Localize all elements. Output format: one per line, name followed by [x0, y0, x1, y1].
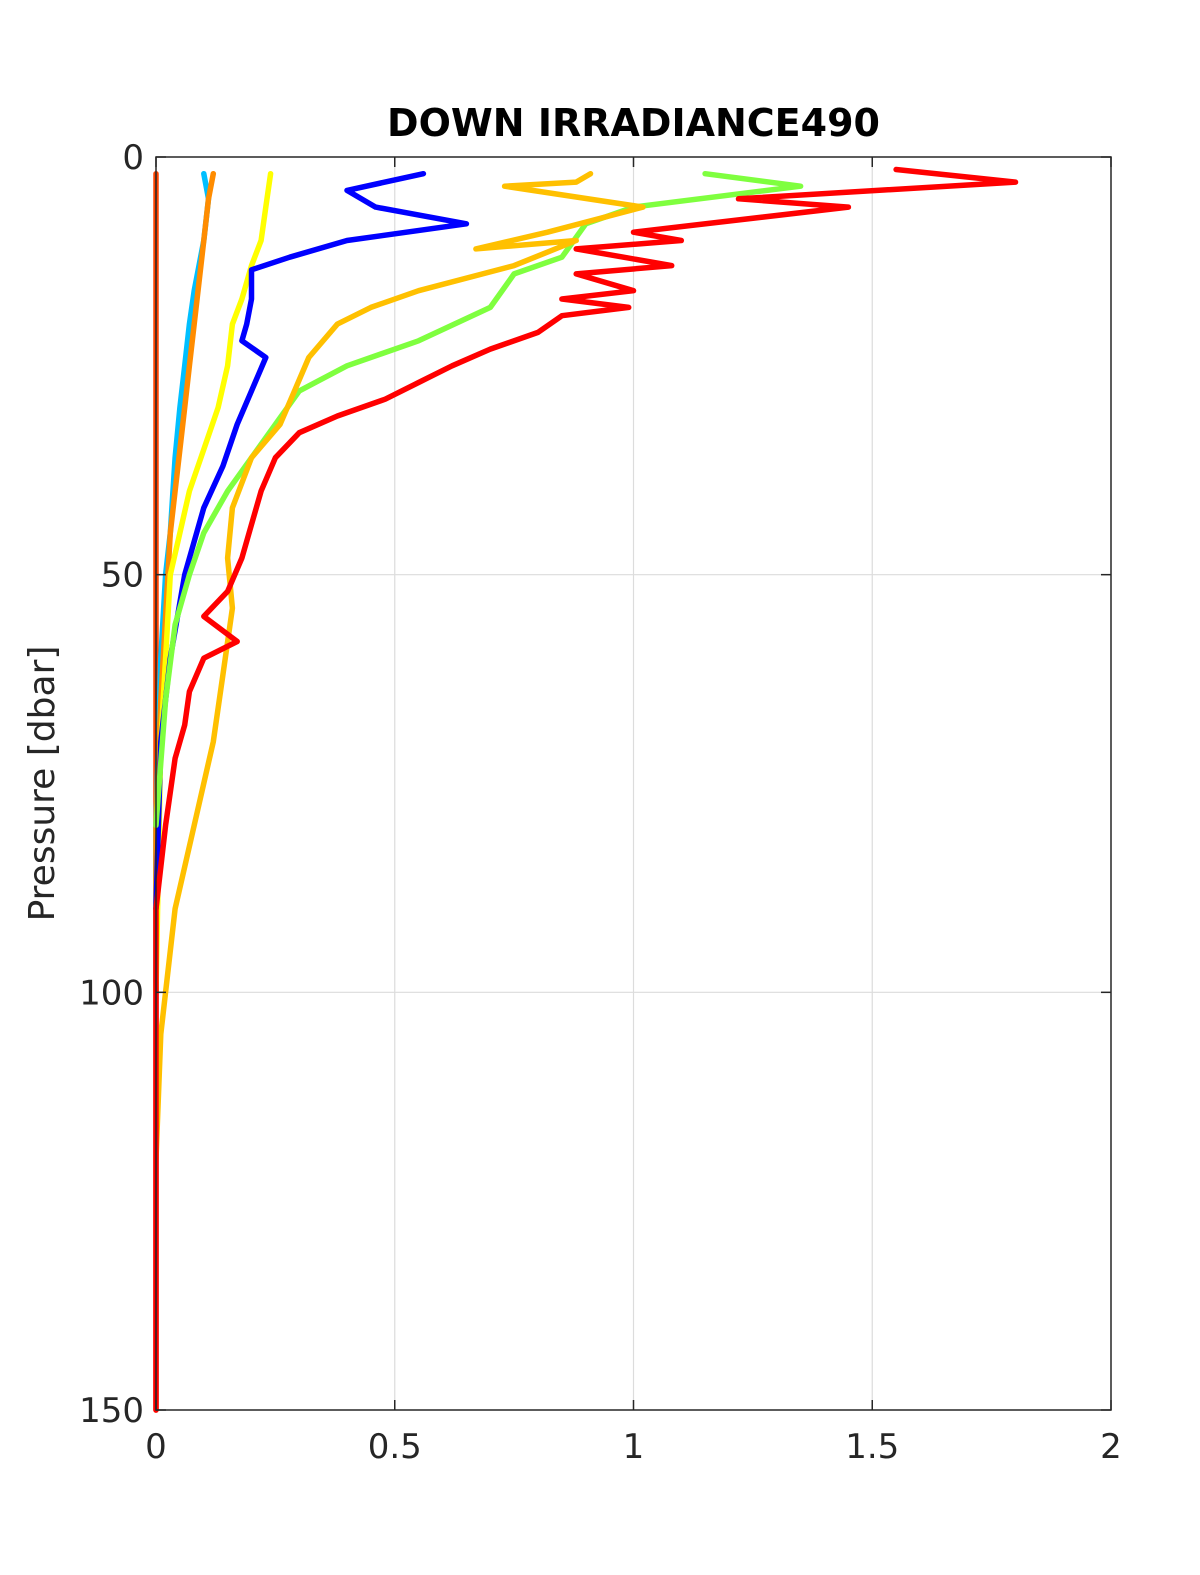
- x-tick-label: 0.5: [368, 1427, 422, 1467]
- y-tick-label: 50: [101, 556, 144, 596]
- x-tick-label: 1: [623, 1427, 645, 1467]
- y-tick-label: 0: [122, 138, 144, 178]
- y-tick-label: 150: [79, 1391, 144, 1431]
- series-line-7: [153, 170, 646, 1163]
- series-line-4: [153, 170, 274, 996]
- grid: [156, 157, 1111, 1410]
- x-tick-label: 1.5: [845, 1427, 899, 1467]
- y-axis-label: Pressure [dbar]: [22, 646, 63, 922]
- series-line-5: [153, 170, 470, 912]
- x-tick-label: 2: [1100, 1427, 1122, 1467]
- ticks: 0 0.5 1 1.5 2 0 50 100 150: [79, 138, 1122, 1467]
- y-tick-label: 100: [79, 973, 144, 1013]
- series-line-8: [153, 166, 1019, 1413]
- x-tick-label: 0: [145, 1427, 167, 1467]
- chart-title: DOWN IRRADIANCE490: [387, 101, 880, 145]
